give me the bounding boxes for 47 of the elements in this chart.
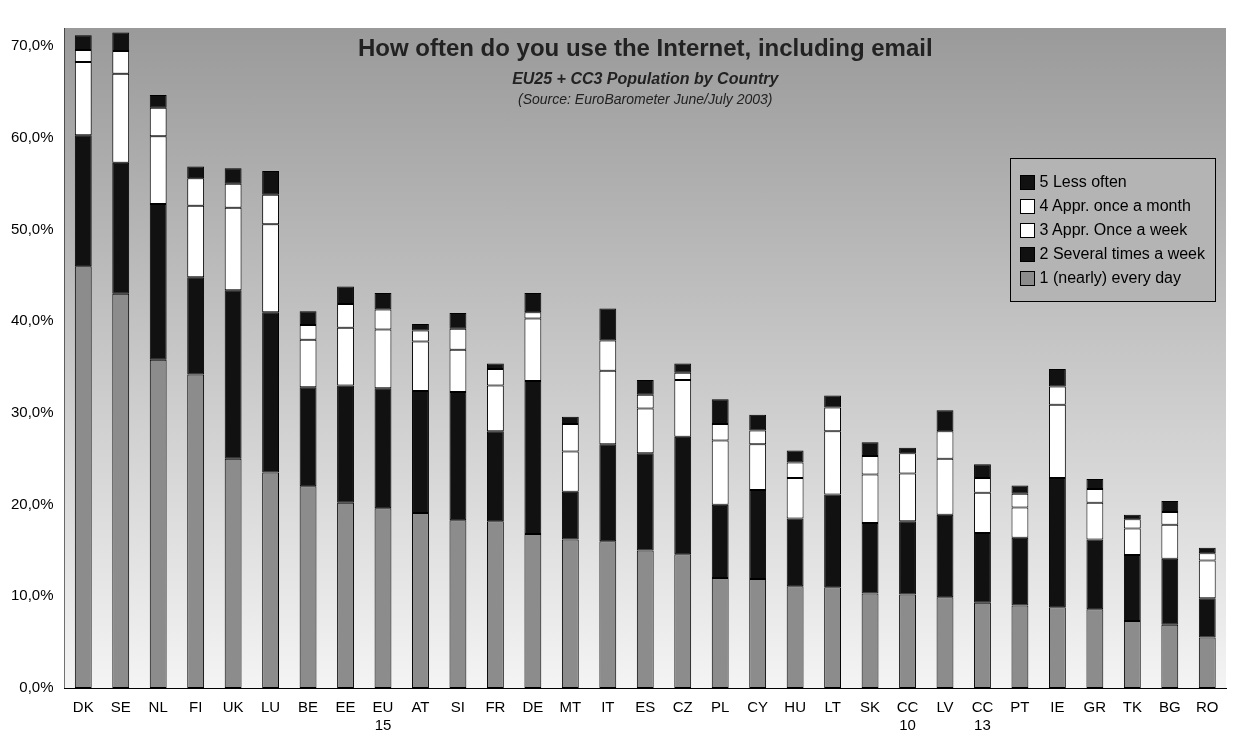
x-tick-label: LU <box>261 698 281 716</box>
x-tick-label: UK <box>222 698 244 716</box>
x-tick-label: MT <box>559 698 582 716</box>
legend-label: 2 Several times a week <box>1039 245 1205 263</box>
y-tick-label: 50,0% <box>10 219 54 237</box>
annotation: (Source: EuroBarometer June/July 2003) <box>518 91 773 107</box>
x-tick-label: SI <box>450 698 466 716</box>
x-tick-label: PT <box>1010 698 1030 716</box>
y-tick-label: 20,0% <box>10 494 54 512</box>
legend-label: 4 Appr. once a month <box>1039 197 1191 215</box>
legend-label: 5 Less often <box>1039 173 1127 191</box>
x-tick-label: BG <box>1158 698 1181 716</box>
text: EU25 + CC3 Population by Country <box>512 70 780 87</box>
x-tick-label: DE <box>522 698 544 716</box>
x-tick-label: IT <box>601 698 615 716</box>
x-tick-label: ES <box>635 698 656 716</box>
x-tick-label: NL <box>148 698 168 716</box>
x-tick-label: LT <box>824 698 841 716</box>
y-tick-label: 70,0% <box>10 36 54 54</box>
x-tick-label: HU <box>784 698 806 716</box>
x-tick-label: CY <box>747 698 769 716</box>
chart-title: How often do you use the Internet, including email <box>357 34 933 61</box>
x-tick-label: PL <box>711 698 730 716</box>
y-tick-label: 30,0% <box>10 403 54 421</box>
y-tick-label: 10,0% <box>10 586 54 604</box>
x-tick-label: CC 10 <box>896 698 919 734</box>
x-tick-label: CC 13 <box>971 698 994 734</box>
x-tick-label: TK <box>1122 698 1142 716</box>
x-tick-label: BE <box>298 698 319 716</box>
x-tick-label: FI <box>188 698 203 716</box>
legend-label: 3 Appr. Once a week <box>1039 221 1188 239</box>
x-tick-label: RO <box>1196 698 1219 716</box>
legend-label: 1 (nearly) every day <box>1039 269 1181 287</box>
x-tick-label: EU 15 <box>372 698 394 734</box>
x-tick-label: SE <box>110 698 131 716</box>
x-tick-label: GR <box>1083 698 1107 716</box>
x-tick-label: SK <box>860 698 881 716</box>
y-tick-label: 60,0% <box>10 128 54 146</box>
y-tick-label: 0,0% <box>19 678 54 696</box>
x-tick-label: DK <box>72 698 94 716</box>
y-tick-label: 40,0% <box>10 311 54 329</box>
x-tick-label: CZ <box>672 698 693 716</box>
x-tick-label: IE <box>1050 698 1065 716</box>
x-tick-label: EE <box>335 698 356 716</box>
x-tick-label: AT <box>411 698 430 716</box>
x-tick-label: FR <box>485 698 506 716</box>
x-tick-label: LV <box>936 698 954 716</box>
